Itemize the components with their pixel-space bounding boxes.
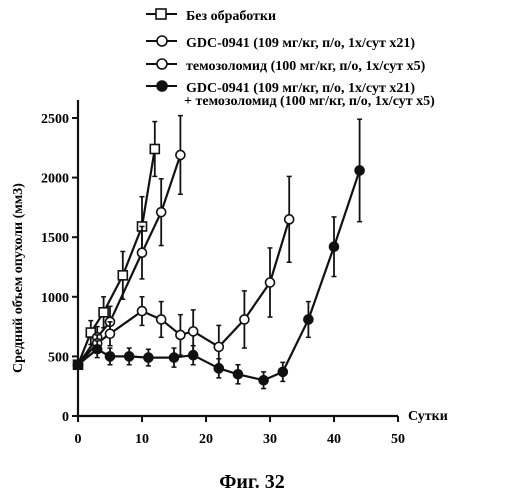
data-point-circle [259, 376, 268, 385]
y-axis-title: Средний объем опухоли (мм3) [11, 183, 26, 373]
legend-label-temozolomide: темозоломид (100 мг/кг, п/о, 1х/сут х5) [186, 59, 426, 74]
data-point-circle [214, 364, 223, 373]
data-point-circle [74, 360, 83, 369]
data-point-circle [125, 352, 134, 361]
data-point-circle [304, 315, 313, 324]
series-layer [74, 116, 365, 389]
data-point-square [150, 144, 159, 153]
data-point-circle [266, 278, 275, 287]
data-point-circle [214, 342, 223, 351]
legend-marker-circle-open [157, 36, 167, 46]
data-point-circle [355, 166, 364, 175]
x-tick-label: 30 [263, 432, 277, 447]
data-point-circle [170, 353, 179, 362]
legend-marker-circle-open [157, 59, 167, 69]
x-tick-label: 40 [327, 432, 341, 447]
y-tick-label: 1000 [41, 291, 69, 306]
y-tick-label: 500 [48, 350, 69, 365]
legend-label-untreated: Без обработки [186, 9, 276, 24]
legend-item-combination: GDC-0941 (109 мг/кг, п/о, 1х/сут х21) + … [146, 81, 435, 109]
data-point-circle [93, 345, 102, 354]
y-tick-label: 2500 [41, 112, 69, 127]
x-tick-label: 10 [135, 432, 149, 447]
data-point-square [99, 308, 108, 317]
data-point-circle [106, 352, 115, 361]
data-point-circle [285, 215, 294, 224]
x-tick-label: 20 [199, 432, 213, 447]
data-point-circle [330, 242, 339, 251]
axis-ticks: 0102030405005001000150020002500 [41, 112, 405, 447]
y-tick-label: 1500 [41, 231, 69, 246]
data-point-circle [189, 351, 198, 360]
data-point-circle [189, 327, 198, 336]
legend-item-temozolomide: темозоломид (100 мг/кг, п/о, 1х/сут х5) [146, 59, 426, 74]
data-point-circle [138, 307, 147, 316]
x-tick-label: 0 [75, 432, 82, 447]
data-point-circle [176, 330, 185, 339]
data-point-circle [278, 367, 287, 376]
x-tick-label: 50 [391, 432, 405, 447]
data-point-circle [176, 150, 185, 159]
x-axis-title: Сутки [408, 409, 448, 424]
data-point-circle [138, 248, 147, 257]
data-point-circle [106, 329, 115, 338]
legend-label-combination-cont: + темозоломид (100 мг/кг, п/о, 1х/сут х5… [184, 94, 435, 109]
legend-marker-square-open [156, 9, 166, 19]
legend-item-untreated: Без обработки [146, 9, 276, 24]
figure-caption: Фиг. 32 [219, 471, 285, 493]
legend-item-gdc0941: GDC-0941 (109 мг/кг, п/о, 1х/сут х21) [146, 36, 415, 51]
y-tick-label: 2000 [41, 172, 69, 187]
data-point-circle [157, 315, 166, 324]
series-temozolomide [74, 176, 294, 369]
data-point-circle [157, 208, 166, 217]
data-point-circle [144, 353, 153, 362]
data-point-square [118, 271, 127, 280]
data-point-circle [234, 370, 243, 379]
legend-marker-circle-filled [157, 81, 167, 91]
y-tick-label: 0 [62, 410, 69, 425]
legend: Без обработки GDC-0941 (109 мг/кг, п/о, … [146, 9, 435, 109]
legend-label-gdc0941: GDC-0941 (109 мг/кг, п/о, 1х/сут х21) [186, 36, 415, 51]
data-point-circle [240, 315, 249, 324]
